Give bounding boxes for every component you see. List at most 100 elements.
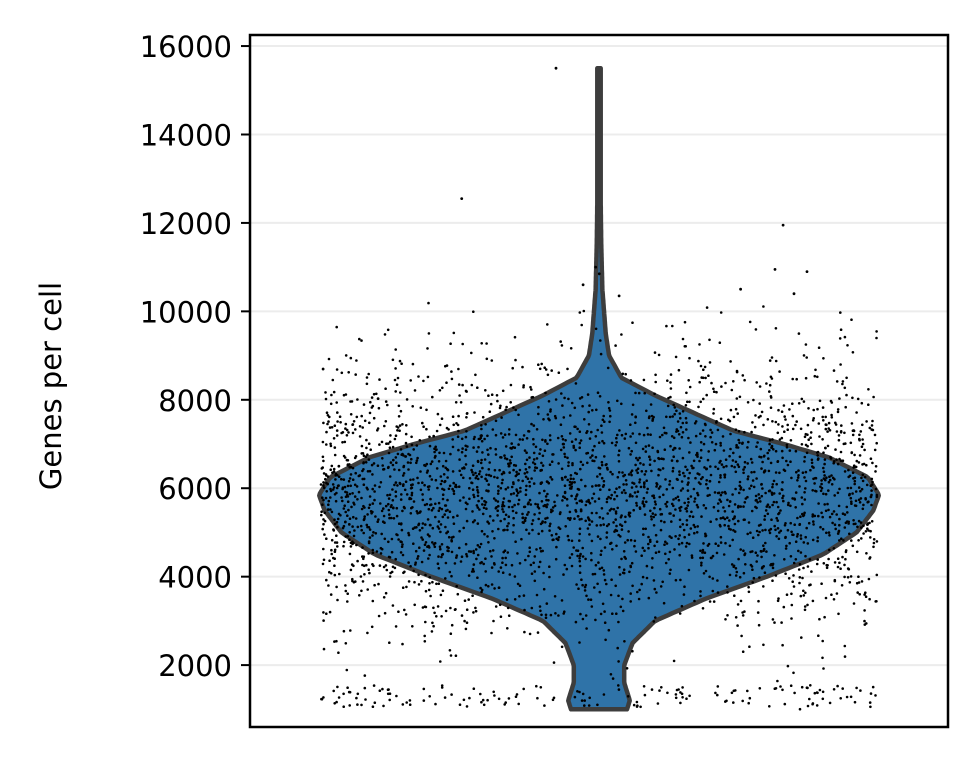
data-point bbox=[475, 474, 479, 478]
data-point bbox=[569, 477, 573, 481]
data-point bbox=[875, 336, 878, 340]
data-point bbox=[579, 460, 583, 464]
data-point bbox=[443, 504, 447, 507]
data-point bbox=[511, 531, 515, 534]
data-point bbox=[457, 367, 460, 371]
data-point bbox=[824, 446, 827, 450]
data-point bbox=[501, 561, 504, 564]
data-point bbox=[485, 357, 489, 361]
data-point bbox=[714, 691, 717, 695]
data-point bbox=[570, 487, 573, 490]
data-point bbox=[529, 385, 532, 389]
data-point bbox=[724, 458, 728, 462]
data-point bbox=[852, 522, 856, 526]
data-point bbox=[354, 517, 358, 520]
data-point bbox=[330, 552, 334, 556]
data-point bbox=[776, 460, 780, 463]
data-point bbox=[549, 522, 552, 526]
data-point bbox=[322, 611, 325, 614]
data-point bbox=[613, 491, 617, 494]
data-point bbox=[512, 523, 515, 527]
data-point bbox=[785, 593, 789, 596]
data-point bbox=[624, 372, 627, 376]
data-point bbox=[550, 460, 554, 464]
data-point bbox=[421, 538, 425, 541]
data-point bbox=[778, 531, 781, 534]
data-point bbox=[536, 505, 540, 509]
data-point bbox=[335, 429, 339, 432]
data-point bbox=[499, 615, 503, 618]
data-point bbox=[458, 499, 462, 502]
data-point bbox=[356, 525, 360, 529]
data-point bbox=[428, 695, 432, 698]
data-point bbox=[771, 438, 774, 441]
data-point bbox=[768, 383, 772, 387]
data-point bbox=[348, 690, 352, 694]
data-point bbox=[477, 472, 481, 476]
data-point bbox=[730, 691, 734, 695]
data-point bbox=[754, 499, 758, 502]
data-point bbox=[853, 504, 857, 507]
data-point bbox=[569, 347, 573, 350]
data-point bbox=[322, 498, 325, 502]
data-point bbox=[613, 530, 616, 533]
data-point bbox=[761, 487, 764, 490]
data-point bbox=[581, 463, 585, 467]
data-point bbox=[551, 506, 555, 509]
data-point bbox=[753, 425, 757, 429]
data-point bbox=[395, 425, 399, 428]
data-point bbox=[480, 427, 483, 431]
data-point bbox=[467, 598, 471, 601]
data-point bbox=[750, 461, 754, 464]
data-point bbox=[599, 523, 602, 527]
data-point bbox=[573, 481, 576, 484]
data-point bbox=[699, 556, 702, 560]
data-point bbox=[647, 416, 651, 420]
data-point bbox=[440, 543, 444, 546]
data-point bbox=[751, 479, 755, 482]
data-point bbox=[758, 496, 761, 500]
data-point bbox=[548, 529, 551, 532]
data-point bbox=[693, 525, 697, 529]
data-point bbox=[481, 503, 484, 506]
data-point bbox=[578, 539, 581, 542]
data-point bbox=[729, 408, 733, 412]
data-point bbox=[362, 504, 365, 508]
data-point bbox=[343, 485, 347, 489]
data-point bbox=[843, 575, 846, 579]
data-point bbox=[771, 562, 775, 566]
data-point bbox=[792, 292, 796, 296]
data-point bbox=[596, 703, 599, 707]
data-point bbox=[844, 550, 848, 554]
data-point bbox=[718, 341, 722, 345]
data-point bbox=[760, 566, 764, 570]
data-point bbox=[476, 491, 480, 494]
data-point bbox=[781, 223, 785, 227]
data-point bbox=[477, 437, 481, 441]
data-point bbox=[828, 478, 832, 482]
data-point bbox=[400, 528, 404, 532]
data-point bbox=[753, 470, 756, 474]
data-point bbox=[658, 507, 662, 511]
data-point bbox=[346, 600, 349, 603]
data-point bbox=[519, 490, 522, 493]
data-point bbox=[759, 500, 762, 503]
data-point bbox=[456, 514, 459, 517]
data-point bbox=[446, 508, 449, 512]
data-point bbox=[747, 475, 750, 478]
data-point bbox=[780, 410, 784, 414]
data-point bbox=[479, 586, 482, 590]
data-point bbox=[528, 484, 532, 488]
data-point bbox=[420, 536, 423, 539]
data-point bbox=[673, 406, 677, 409]
data-point bbox=[851, 492, 854, 495]
data-point bbox=[398, 424, 402, 427]
data-point bbox=[764, 528, 767, 532]
data-point bbox=[450, 370, 453, 373]
data-point bbox=[804, 591, 807, 595]
data-point bbox=[867, 529, 870, 532]
data-point bbox=[580, 578, 583, 581]
data-point bbox=[581, 404, 584, 408]
data-point bbox=[335, 325, 339, 329]
data-point bbox=[633, 491, 637, 494]
